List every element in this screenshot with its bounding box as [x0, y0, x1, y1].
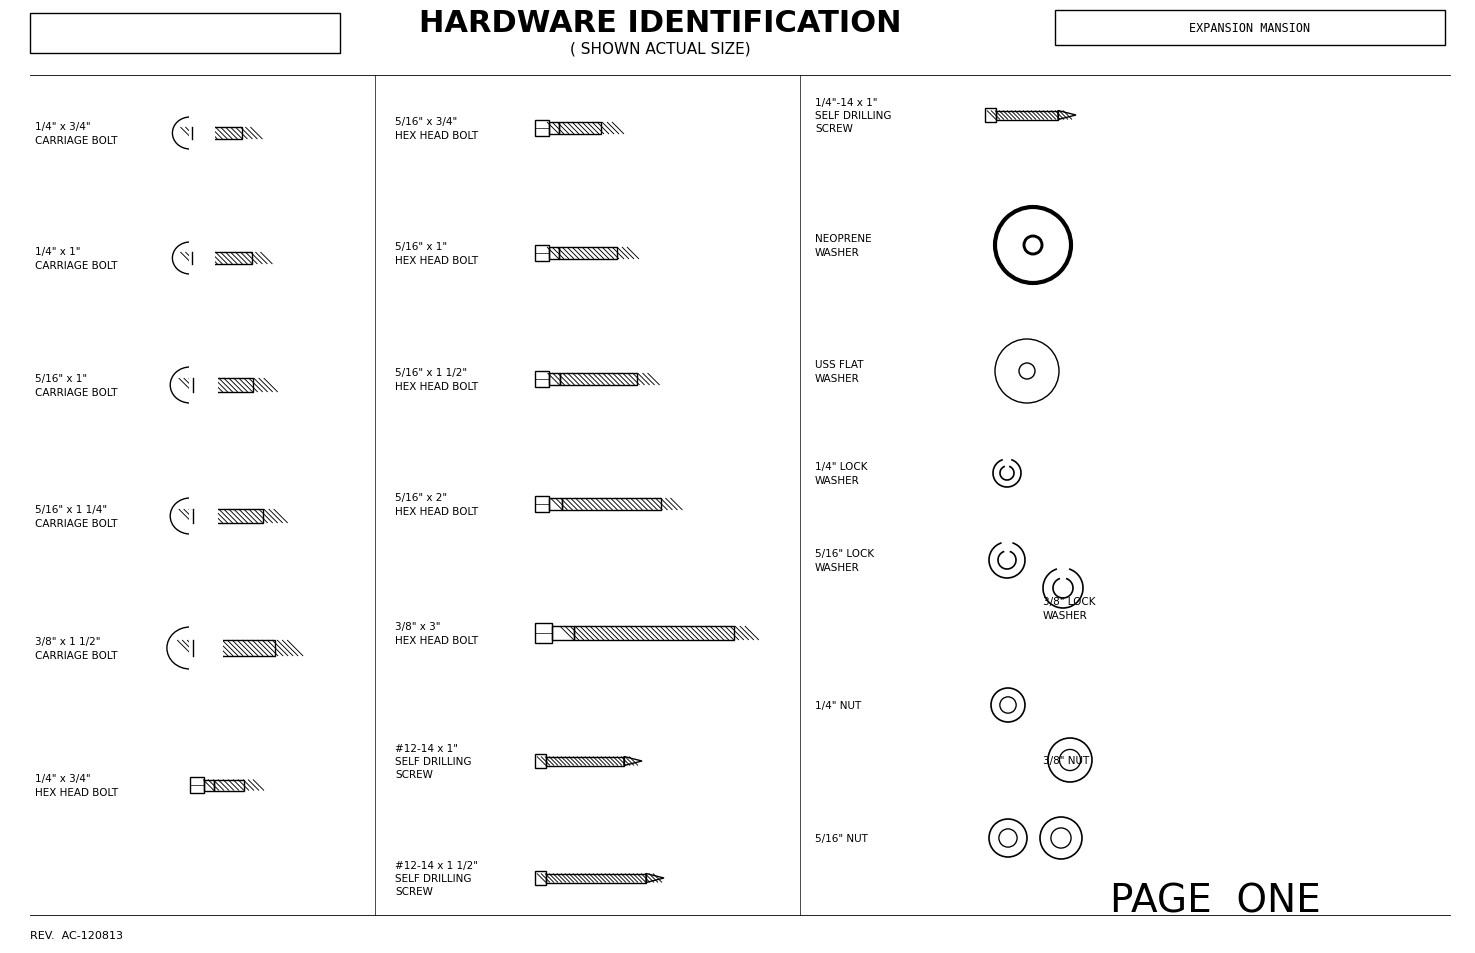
Bar — [535, 245, 549, 262]
Bar — [192, 128, 242, 140]
Text: 1/4"-14 x 1"
SELF DRILLING
SCREW: 1/4"-14 x 1" SELF DRILLING SCREW — [816, 98, 891, 134]
Bar — [549, 374, 559, 386]
Text: 3/8" NUT: 3/8" NUT — [1043, 755, 1089, 765]
Text: #12-14 x 1 1/2"
SELF DRILLING
SCREW: #12-14 x 1 1/2" SELF DRILLING SCREW — [395, 860, 478, 896]
Text: PAGE  ONE: PAGE ONE — [1109, 882, 1320, 920]
Bar — [190, 778, 204, 793]
Bar — [546, 874, 646, 882]
Text: 1/4" x 3/4"
HEX HEAD BOLT: 1/4" x 3/4" HEX HEAD BOLT — [35, 774, 118, 797]
Bar — [535, 120, 549, 137]
Bar — [559, 123, 600, 135]
Bar — [189, 241, 214, 276]
Bar — [546, 757, 624, 765]
Text: 5/16" x 3/4"
HEX HEAD BOLT: 5/16" x 3/4" HEX HEAD BOLT — [395, 117, 478, 140]
Bar — [535, 497, 549, 513]
Text: 1/4" x 3/4"
CARRIAGE BOLT: 1/4" x 3/4" CARRIAGE BOLT — [35, 122, 118, 146]
Bar — [193, 378, 252, 393]
Bar — [996, 112, 1058, 120]
Bar — [985, 110, 996, 123]
Text: 5/16" x 1 1/2"
HEX HEAD BOLT: 5/16" x 1 1/2" HEX HEAD BOLT — [395, 368, 478, 391]
Bar — [549, 498, 562, 511]
Bar — [535, 372, 549, 388]
Text: 5/16" NUT: 5/16" NUT — [816, 833, 867, 843]
Bar — [214, 780, 243, 791]
Bar — [189, 116, 214, 152]
Text: 3/8" x 3"
HEX HEAD BOLT: 3/8" x 3" HEX HEAD BOLT — [395, 621, 478, 645]
Text: 5/16" LOCK
WASHER: 5/16" LOCK WASHER — [816, 549, 875, 572]
Bar — [189, 497, 218, 537]
Text: REV.  AC-120813: REV. AC-120813 — [30, 930, 122, 940]
Text: 1/4" x 1"
CARRIAGE BOLT: 1/4" x 1" CARRIAGE BOLT — [35, 247, 118, 271]
Text: 5/16" x 2"
HEX HEAD BOLT: 5/16" x 2" HEX HEAD BOLT — [395, 493, 478, 517]
Text: 5/16" x 1 1/4"
CARRIAGE BOLT: 5/16" x 1 1/4" CARRIAGE BOLT — [35, 505, 118, 528]
Bar — [192, 253, 252, 265]
Bar — [549, 123, 559, 135]
Text: 5/16" x 1"
HEX HEAD BOLT: 5/16" x 1" HEX HEAD BOLT — [395, 242, 478, 265]
Bar — [189, 366, 218, 405]
Text: 5/16" x 1"
CARRIAGE BOLT: 5/16" x 1" CARRIAGE BOLT — [35, 374, 118, 397]
Bar — [30, 14, 341, 54]
Bar — [204, 780, 214, 791]
Text: 1/4" LOCK
WASHER: 1/4" LOCK WASHER — [816, 462, 867, 485]
Text: #12-14 x 1"
SELF DRILLING
SCREW: #12-14 x 1" SELF DRILLING SCREW — [395, 743, 472, 780]
Bar — [552, 626, 574, 640]
Bar — [1055, 11, 1446, 46]
Bar — [562, 498, 661, 511]
Bar — [193, 640, 276, 657]
Text: 3/8" LOCK
WASHER: 3/8" LOCK WASHER — [1043, 597, 1096, 620]
Text: 3/8" x 1 1/2"
CARRIAGE BOLT: 3/8" x 1 1/2" CARRIAGE BOLT — [35, 637, 118, 659]
Bar — [535, 871, 546, 884]
Text: USS FLAT
WASHER: USS FLAT WASHER — [816, 360, 863, 383]
Text: ( SHOWN ACTUAL SIZE): ( SHOWN ACTUAL SIZE) — [569, 42, 751, 56]
Bar — [193, 510, 263, 523]
Bar — [535, 623, 552, 643]
Text: HARDWARE IDENTIFICATION: HARDWARE IDENTIFICATION — [419, 10, 901, 38]
Bar — [549, 248, 559, 260]
Bar — [559, 374, 637, 386]
Bar — [189, 625, 223, 672]
Text: EXPANSION MANSION: EXPANSION MANSION — [1189, 23, 1311, 35]
Bar — [559, 248, 617, 260]
Bar — [535, 755, 546, 768]
Text: 1/4" NUT: 1/4" NUT — [816, 700, 861, 710]
Text: NEOPRENE
WASHER: NEOPRENE WASHER — [816, 234, 872, 257]
Bar — [574, 626, 735, 640]
